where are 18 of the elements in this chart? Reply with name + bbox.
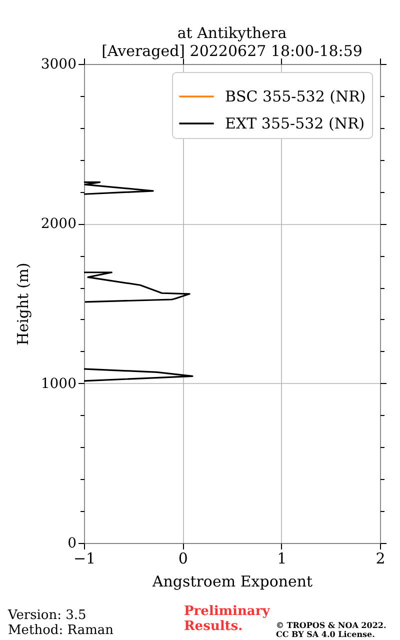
x-tick-label: 1 (277, 550, 287, 568)
x-tick-label: 2 (376, 550, 386, 568)
text: Preliminary Results. (184, 604, 270, 635)
x-tick-label: 0 (178, 550, 188, 568)
chart-subtitle: [Averaged] 20220627 18:00-18:59 (102, 42, 362, 60)
y-tick-label: 2000 (40, 216, 76, 232)
y-axis-title: Height (m) (14, 262, 32, 346)
text: © TROPOS & NOA 2022. CC BY SA 4.0 License. (276, 620, 388, 640)
chart-title: at Antikythera (177, 24, 287, 42)
text: Method: Raman (8, 623, 114, 639)
y-tick-label: 3000 (40, 56, 76, 72)
x-tick-label: −1 (73, 550, 96, 568)
y-tick-label: 1000 (40, 376, 76, 392)
legend-label: EXT 355-532 (NR) (225, 114, 365, 132)
legend-label: BSC 355-532 (NR) (225, 88, 366, 106)
text: Version: 3.5 (8, 608, 86, 624)
x-axis-title: Angstroem Exponent (151, 572, 313, 590)
y-tick-label: 0 (68, 536, 76, 552)
